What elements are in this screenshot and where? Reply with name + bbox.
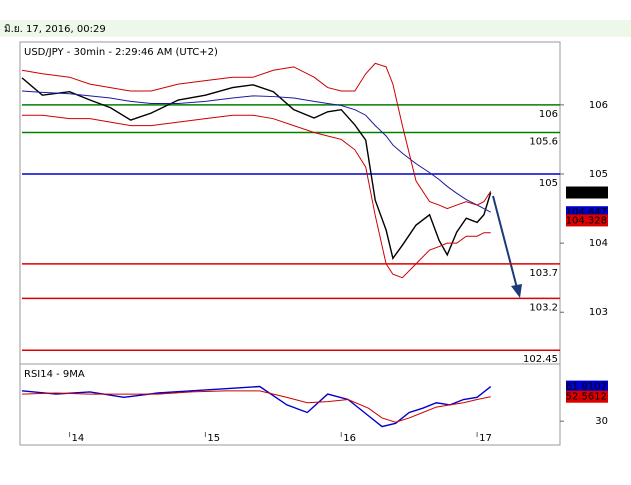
y-tick-label: 104 [589,238,608,249]
x-tick-label: 17 [479,433,492,444]
header-bar [0,20,631,37]
price-badge-label: 61.9107 [566,382,607,393]
forecast-arrow-head [511,284,522,298]
level-label: 102.45 [523,354,558,365]
series-line [21,62,492,210]
price-badge-label: 104.328 [566,215,607,226]
header-date: มิ.ย. 17, 2016, 00:29 [4,24,106,35]
y-tick-label: 105 [589,169,608,180]
price-badge [566,380,608,393]
price-badge [566,186,608,199]
rsi-title: RSI14 - 9MA [24,369,85,380]
price-badge-label: 104.732 [566,188,607,199]
chart-title: USD/JPY - 30min - 2:29:46 AM (UTC+2) [24,47,218,58]
y-tick-label: 30 [595,416,608,427]
price-badge [566,214,608,227]
y-tick-label: 103 [589,307,608,318]
price-badge-label: 104.447 [566,207,607,218]
y-tick-label: 106 [589,100,608,111]
price-badge-label: 52.5612 [566,392,607,403]
x-tick-label: 14 [72,433,85,444]
price-badge [566,390,608,403]
forecast-arrow [492,195,518,289]
level-label: 105 [539,178,558,189]
level-label: 106 [539,109,558,120]
level-label: 103.7 [529,268,558,279]
series-line [21,77,492,260]
x-tick-label: 15 [207,433,220,444]
level-label: 103.2 [529,302,558,313]
series-line [21,385,492,428]
series-line [22,114,491,279]
plot-frame [19,41,561,446]
x-tick-label: 16 [343,433,356,444]
level-label: 105.6 [529,137,558,148]
series-line [21,90,491,213]
series-line [21,390,491,423]
